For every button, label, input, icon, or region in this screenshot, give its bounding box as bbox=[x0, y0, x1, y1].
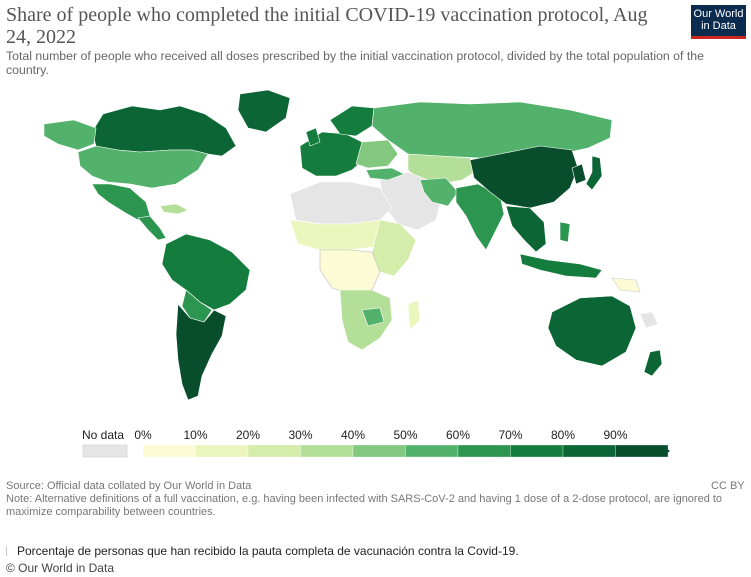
central-africa-region[interactable] bbox=[319, 249, 381, 295]
central-america-region[interactable] bbox=[137, 215, 167, 241]
legend-tick-label: 40% bbox=[341, 428, 365, 442]
zambia-region[interactable] bbox=[361, 307, 385, 327]
iran-region[interactable] bbox=[419, 177, 459, 207]
legend-tick-label: 20% bbox=[236, 428, 260, 442]
korea-region[interactable] bbox=[571, 163, 587, 185]
legend-bin bbox=[142, 444, 196, 458]
legend-tick-label: 0% bbox=[134, 428, 152, 442]
source-text: Source: Official data collated by Our Wo… bbox=[6, 480, 252, 492]
madagascar-region[interactable] bbox=[407, 299, 421, 331]
japan-region[interactable] bbox=[585, 155, 603, 191]
legend-no-data-swatch bbox=[82, 444, 128, 458]
uk-region[interactable] bbox=[305, 127, 321, 147]
australia-region[interactable] bbox=[547, 295, 637, 367]
chart-title: Share of people who completed the initia… bbox=[6, 4, 648, 48]
figure-credit: © Our World in Data bbox=[6, 561, 114, 575]
legend-tick-label: 30% bbox=[288, 428, 312, 442]
russia-region[interactable] bbox=[371, 101, 613, 159]
world-map[interactable] bbox=[0, 84, 751, 414]
caption-divider bbox=[6, 546, 7, 556]
logo-line-1: Our World bbox=[693, 8, 744, 20]
logo-line-2: in Data bbox=[701, 20, 736, 32]
scandinavia-region[interactable] bbox=[329, 105, 375, 137]
southeast-asia-region[interactable] bbox=[505, 205, 547, 253]
new-zealand-region[interactable] bbox=[643, 349, 663, 377]
south-america-south-region[interactable] bbox=[175, 303, 227, 401]
chart-subtitle: Total number of people who received all … bbox=[6, 49, 704, 77]
legend-arrow bbox=[662, 445, 670, 457]
south-america-north-region[interactable] bbox=[161, 233, 251, 311]
china-region[interactable] bbox=[469, 145, 579, 209]
legend-tick-label: 10% bbox=[183, 428, 207, 442]
usa-region[interactable] bbox=[77, 145, 209, 189]
turkey-region[interactable] bbox=[365, 167, 405, 181]
north-africa-region[interactable] bbox=[289, 181, 393, 225]
east-africa-region[interactable] bbox=[371, 219, 417, 277]
indonesia-region[interactable] bbox=[519, 253, 603, 279]
alaska-region[interactable] bbox=[43, 119, 97, 151]
legend-bin bbox=[615, 444, 669, 458]
papua-new-guinea-region[interactable] bbox=[611, 277, 641, 293]
canada-region[interactable] bbox=[91, 105, 237, 157]
legend-tick-label: 70% bbox=[498, 428, 522, 442]
note-text: Note: Alternative definitions of a full … bbox=[6, 493, 723, 518]
figure-caption: Porcentaje de personas que han recibido … bbox=[17, 544, 519, 558]
color-legend: No data 0% 10% 20% 30% 40% 50% 60% 70% 80% 90% bbox=[82, 428, 670, 458]
legend-bin bbox=[195, 444, 249, 458]
legend-bin bbox=[247, 444, 301, 458]
legend-tick-label: 80% bbox=[551, 428, 575, 442]
caribbean-region[interactable] bbox=[159, 203, 189, 215]
legend-bin bbox=[352, 444, 406, 458]
license-link[interactable]: CC BY bbox=[711, 480, 745, 492]
legend-no-data-label: No data bbox=[82, 428, 124, 442]
legend-bin bbox=[457, 444, 511, 458]
greenland-region[interactable] bbox=[237, 89, 291, 133]
legend-tick-label: 90% bbox=[603, 428, 627, 442]
legend-bin bbox=[300, 444, 354, 458]
legend-bin bbox=[405, 444, 459, 458]
philippines-region[interactable] bbox=[559, 221, 571, 243]
owid-logo[interactable]: Our World in Data bbox=[691, 5, 746, 39]
legend-tick-label: 50% bbox=[393, 428, 417, 442]
legend-bin bbox=[510, 444, 564, 458]
antarctica-region[interactable] bbox=[639, 311, 659, 329]
legend-bin bbox=[562, 444, 616, 458]
mexico-region[interactable] bbox=[91, 183, 151, 221]
legend-tick-label: 60% bbox=[446, 428, 470, 442]
eastern-europe-region[interactable] bbox=[355, 139, 399, 169]
